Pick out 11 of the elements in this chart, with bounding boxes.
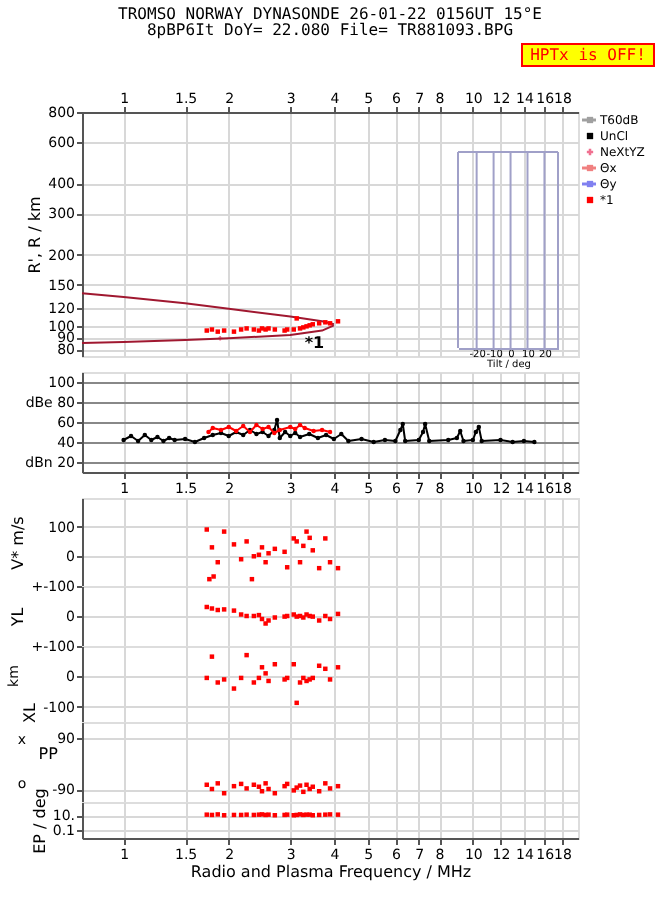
y-axis-title: YL (9, 606, 28, 629)
x-axis-title: Radio and Plasma Frequency / MHz (190, 863, 472, 881)
y-axis-title: V* m/s (9, 516, 28, 570)
y-axis-title: EP / deg (30, 788, 49, 854)
annotation: *1 (304, 334, 326, 353)
chart-title: TROMSO NORWAY DYNASONDE 26-01-22 0156UT 15°E (118, 5, 543, 23)
y-axis-title: PP (38, 745, 59, 763)
y-axis-title: R', R / km (26, 195, 45, 274)
chart-subtitle: 8pBP6It DoY= 22.080 File= TR881093.BPG (146, 21, 514, 39)
text: HPTx is OFF! (530, 46, 646, 64)
y-axis-title: XL (21, 702, 40, 723)
